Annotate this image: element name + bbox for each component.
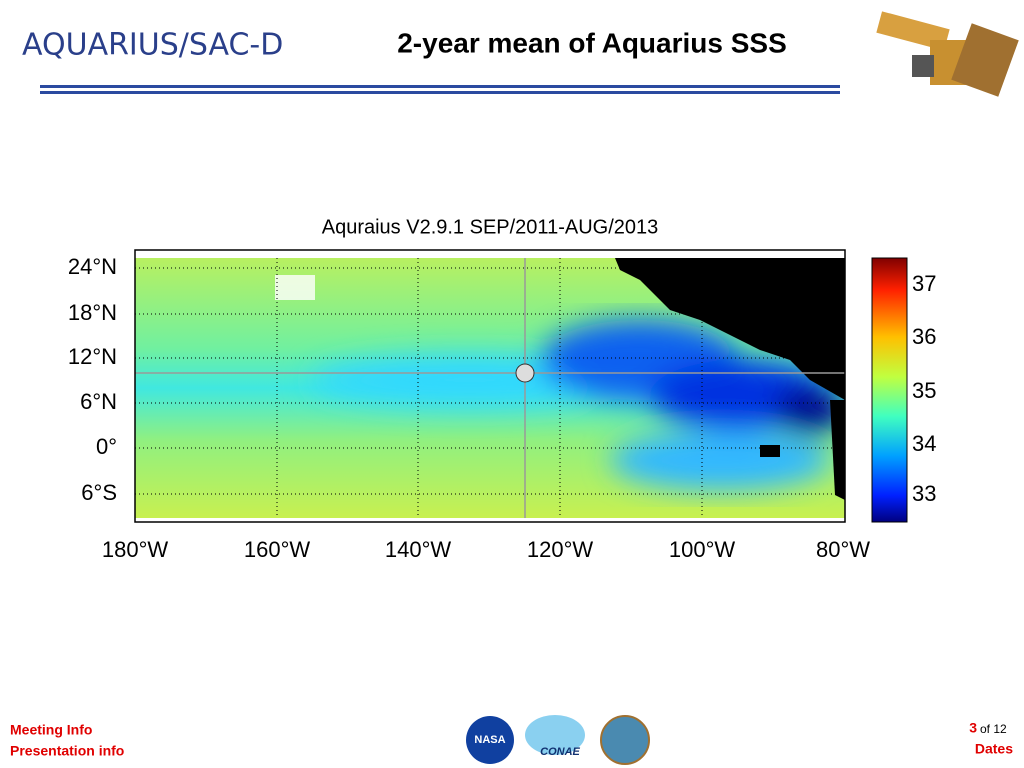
logo-label: CONAE: [540, 746, 580, 758]
lon-label: 140°W: [385, 537, 452, 562]
nasa-logo: [466, 716, 514, 764]
marker[interactable]: [515, 363, 535, 383]
lon-label: 160°W: [244, 537, 311, 562]
colorbar: [871, 257, 908, 523]
globe-logo: [600, 715, 650, 765]
logo-label: NASA: [474, 734, 505, 746]
lon-label: 120°W: [527, 537, 594, 562]
map-frame: [134, 249, 846, 523]
page-total: of 12: [980, 722, 1007, 736]
colorbar-label: 33: [912, 481, 936, 506]
map-title: Aquraius V2.9.1 SEP/2011-AUG/2013: [322, 216, 659, 238]
satellite-icon: [876, 11, 1019, 97]
footer-left: Presentation info: [10, 743, 124, 759]
sss-map: [135, 258, 845, 518]
colorbar-label: 35: [912, 378, 936, 403]
slide-title: 2-year mean of Aquarius SSS: [397, 27, 787, 58]
lon-label: 80°W: [816, 537, 870, 562]
footer-left: Meeting Info: [10, 722, 92, 738]
lat-label: 12°N: [68, 344, 117, 369]
lat-label: 18°N: [68, 300, 117, 325]
rule: [40, 85, 840, 88]
page-number: 3: [969, 720, 977, 736]
colorbar-label: 37: [912, 271, 936, 296]
lat-label: 24°N: [68, 254, 117, 279]
colorbar-label: 36: [912, 324, 936, 349]
footer-right: Dates: [975, 741, 1013, 757]
lon-label: 180°W: [102, 537, 169, 562]
lat-label: 6°N: [80, 389, 117, 414]
lat-label: 6°S: [81, 480, 117, 505]
rule: [40, 91, 840, 94]
lat-label: 0°: [96, 434, 117, 459]
lon-label: 100°W: [669, 537, 736, 562]
colorbar-label: 34: [912, 431, 936, 456]
conae-logo: [525, 715, 585, 755]
logo: AQUARIUS/SAC-D: [22, 28, 283, 63]
